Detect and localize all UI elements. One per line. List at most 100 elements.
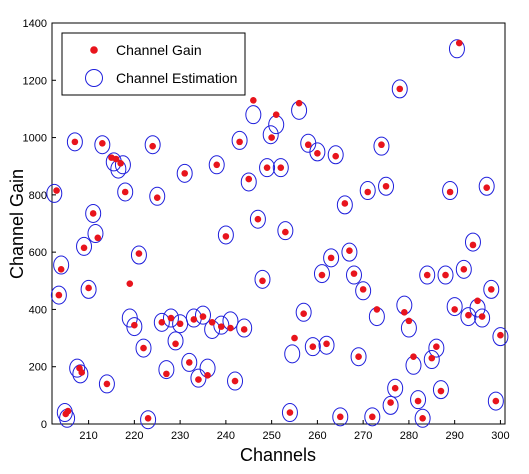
estimation-point bbox=[240, 172, 257, 192]
estimation-point bbox=[391, 79, 408, 99]
gain-point bbox=[135, 250, 143, 257]
legend-gain-label: Channel Gain bbox=[116, 42, 202, 58]
gain-point bbox=[190, 316, 198, 323]
gain-point bbox=[268, 134, 275, 141]
gain-point bbox=[295, 99, 303, 107]
y-tick-label: 1200 bbox=[23, 75, 47, 87]
estimation-point bbox=[432, 380, 449, 400]
y-tick-label: 600 bbox=[29, 247, 47, 259]
gain-point bbox=[428, 354, 436, 362]
gain-point bbox=[85, 284, 92, 292]
gain-point bbox=[126, 280, 134, 287]
gain-point bbox=[346, 247, 353, 255]
estimation-point bbox=[304, 337, 321, 357]
gain-point bbox=[382, 182, 390, 190]
gain-point bbox=[195, 376, 202, 383]
gain-point bbox=[369, 413, 376, 421]
gain-point bbox=[396, 85, 404, 93]
gain-point bbox=[272, 111, 280, 118]
gain-point bbox=[254, 215, 262, 223]
gain-point bbox=[487, 286, 495, 293]
x-tick-label: 290 bbox=[445, 430, 463, 442]
gain-point bbox=[89, 210, 97, 217]
gain-point bbox=[314, 150, 321, 157]
estimation-point bbox=[231, 130, 248, 150]
estimation-point bbox=[76, 236, 93, 256]
estimation-point bbox=[277, 221, 294, 241]
gain-point bbox=[350, 270, 358, 277]
gain-point bbox=[433, 343, 440, 350]
x-tick-label: 270 bbox=[354, 430, 372, 442]
gain-point bbox=[309, 343, 317, 350]
gain-point bbox=[336, 413, 344, 421]
axis-ticks: 210 220 230 240 250 260 270 280 290 300 0 200 400 600… bbox=[23, 18, 510, 442]
estimation-point bbox=[373, 136, 390, 156]
y-tick-label: 800 bbox=[29, 190, 47, 202]
gain-point bbox=[204, 372, 211, 379]
estimation-point bbox=[130, 245, 147, 265]
gain-point bbox=[213, 161, 221, 169]
gain-point bbox=[208, 319, 216, 326]
gain-point bbox=[57, 266, 65, 273]
gain-point bbox=[55, 291, 63, 299]
estimation-point bbox=[259, 158, 276, 178]
estimation-point bbox=[478, 176, 495, 196]
x-tick-label: 230 bbox=[171, 430, 189, 442]
estimation-point bbox=[428, 338, 445, 358]
estimation-point bbox=[162, 308, 179, 328]
gain-point bbox=[359, 286, 367, 293]
estimation-point bbox=[208, 155, 225, 175]
gain-point bbox=[172, 340, 179, 348]
legend-gain-marker bbox=[90, 46, 98, 54]
gain-point bbox=[410, 353, 417, 360]
gain-point bbox=[240, 326, 248, 333]
estimation-point bbox=[149, 186, 166, 206]
estimation-point bbox=[414, 408, 431, 428]
gain-point bbox=[419, 414, 426, 422]
estimation-point bbox=[378, 176, 395, 196]
gain-point bbox=[387, 399, 394, 406]
gain-point bbox=[355, 353, 362, 360]
estimation-point bbox=[176, 163, 193, 183]
estimation-point bbox=[72, 364, 89, 384]
estimation-point bbox=[492, 327, 509, 347]
estimation-point bbox=[53, 255, 70, 275]
legend-estimation-marker bbox=[85, 69, 103, 87]
estimation-point bbox=[114, 155, 131, 175]
estimation-point bbox=[464, 232, 481, 252]
estimation-point bbox=[217, 225, 234, 245]
gain-point bbox=[121, 188, 129, 196]
gain-point bbox=[497, 331, 504, 339]
gain-point bbox=[153, 194, 161, 202]
estimation-point bbox=[455, 259, 472, 279]
estimation-point bbox=[80, 279, 97, 299]
estimation-point bbox=[236, 318, 253, 338]
y-tick-label: 200 bbox=[29, 362, 47, 374]
gain-point bbox=[277, 164, 285, 171]
estimation-point bbox=[346, 265, 362, 285]
estimation-point bbox=[254, 269, 271, 289]
estimation-point bbox=[249, 209, 266, 229]
estimation-point bbox=[323, 248, 340, 268]
estimation-point bbox=[355, 281, 372, 301]
x-tick-label: 260 bbox=[308, 430, 326, 442]
gain-point bbox=[144, 414, 152, 422]
gain-point bbox=[446, 188, 454, 196]
gain-point bbox=[282, 228, 289, 236]
gain-point bbox=[423, 271, 431, 279]
estimation-point bbox=[410, 390, 427, 410]
estimation-point bbox=[87, 224, 104, 244]
estimation-point bbox=[419, 265, 436, 285]
gain-point bbox=[236, 138, 243, 146]
gain-point bbox=[474, 297, 481, 305]
estimation-point bbox=[69, 358, 86, 378]
estimation-point bbox=[341, 242, 358, 262]
gain-point bbox=[181, 170, 188, 177]
estimation-point bbox=[284, 344, 301, 364]
estimation-point bbox=[227, 371, 244, 391]
gain-point bbox=[341, 200, 349, 207]
estimation-point bbox=[94, 135, 111, 155]
y-axis-label: Channel Gain bbox=[7, 169, 27, 279]
estimation-point bbox=[66, 132, 83, 152]
gain-point bbox=[140, 344, 147, 352]
